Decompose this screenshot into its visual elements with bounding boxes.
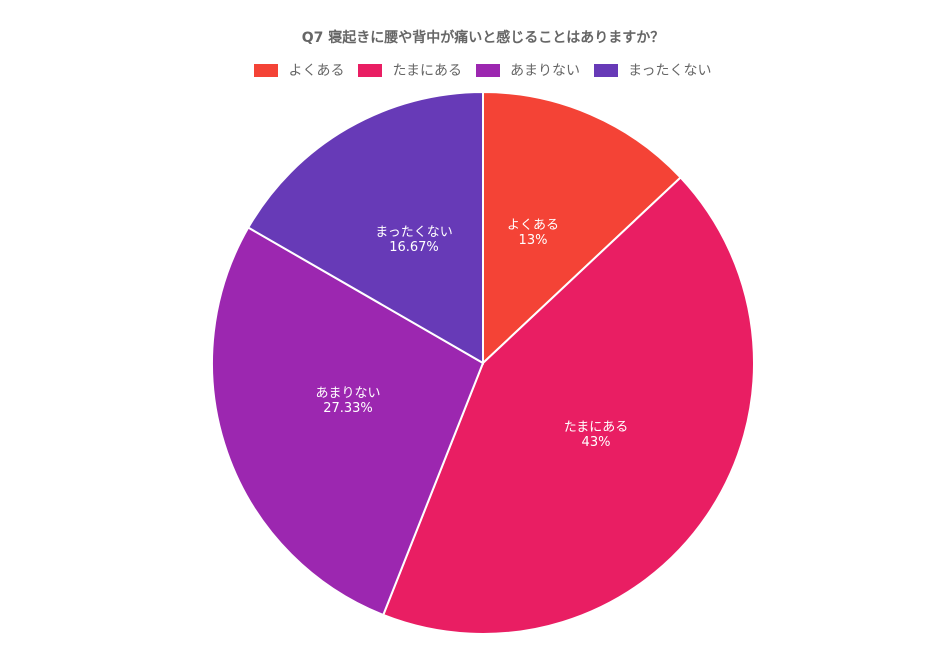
- slice-never[interactable]: [246, 90, 484, 365]
- slice-label-never: まったくない 16.67%: [344, 225, 484, 255]
- slice-label-rarely: あまりない 27.33%: [278, 386, 418, 416]
- legend-label: まったくない: [628, 63, 712, 79]
- slice-often[interactable]: [482, 90, 682, 366]
- slice-value: 27.33%: [323, 401, 373, 416]
- slice-category: よくある: [506, 218, 559, 233]
- chart-legend: よくある たまにある あまりない まったくない: [0, 60, 940, 80]
- legend-item-sometimes[interactable]: たまにある: [358, 60, 462, 80]
- slice-label-sometimes: たまにある 43%: [526, 420, 666, 450]
- legend-swatch: [358, 63, 383, 77]
- legend-label: あまりない: [510, 63, 581, 79]
- slice-category: たまにある: [563, 420, 629, 435]
- slice-sometimes[interactable]: [381, 176, 755, 635]
- legend-swatch: [476, 63, 501, 77]
- slice-value: 43%: [581, 435, 611, 450]
- slice-label-often: よくある 13%: [463, 218, 603, 248]
- slice-category: まったくない: [375, 225, 453, 240]
- legend-label: よくある: [288, 63, 345, 79]
- legend-label: たまにある: [392, 63, 463, 79]
- legend-item-never[interactable]: まったくない: [594, 60, 712, 80]
- chart-title: Q7 寝起きに腰や背中が痛いと感じることはありますか？: [301, 30, 665, 46]
- legend-item-often[interactable]: よくある: [254, 60, 344, 80]
- slice-value: 13%: [518, 233, 548, 248]
- slice-category: あまりない: [315, 386, 381, 401]
- legend-swatch: [254, 63, 279, 77]
- legend-item-rarely[interactable]: あまりない: [476, 60, 580, 80]
- slice-value: 16.67%: [389, 240, 439, 255]
- legend-swatch: [594, 63, 619, 77]
